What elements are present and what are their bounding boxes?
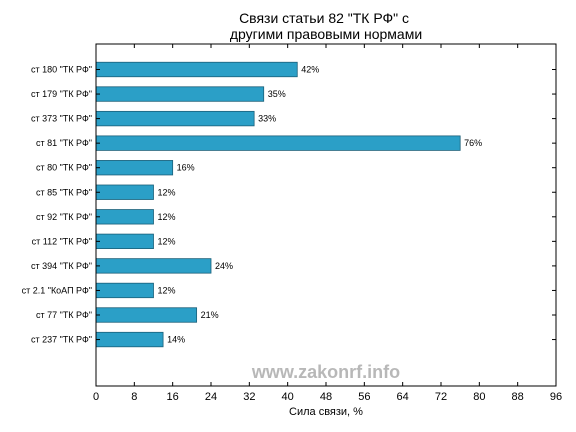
bar	[95, 331, 164, 348]
x-tick-label: 64	[397, 391, 409, 403]
y-tick-label: ст 80 "ТК РФ"	[36, 163, 92, 173]
y-tick-label: ст 81 "ТК РФ"	[36, 138, 92, 148]
y-tick-label: ст 237 "ТК РФ"	[31, 335, 92, 345]
x-tick-label: 56	[358, 391, 370, 403]
y-tick-marks	[96, 69, 556, 341]
x-tick-label: 32	[243, 391, 255, 403]
bars-layer	[95, 61, 461, 348]
chart-title: Связи статьи 82 "ТК РФ" с другими правов…	[230, 10, 422, 42]
y-tick-label: ст 77 "ТК РФ"	[36, 310, 92, 320]
data-label: 35%	[268, 89, 286, 99]
x-tick-label: 96	[550, 391, 562, 403]
data-label: 33%	[258, 114, 276, 124]
bar	[95, 258, 212, 274]
x-axis-label: Сила связи, %	[289, 406, 363, 418]
bar	[95, 233, 154, 250]
data-label: 12%	[158, 187, 176, 197]
x-tick-label: 40	[282, 391, 294, 403]
data-label: 21%	[201, 310, 219, 320]
x-ticks: 0 8 16 24 32 40 48 56 64 72 80 88 96	[93, 44, 562, 403]
data-label: 12%	[158, 212, 176, 222]
y-tick-label: ст 180 "ТК РФ"	[31, 65, 92, 75]
y-tick-label: ст 394 "ТК РФ"	[31, 261, 92, 271]
bar	[95, 307, 198, 323]
bar	[95, 86, 265, 102]
chart-title-line-2: другими правовыми нормами	[230, 26, 422, 42]
data-label: 12%	[158, 236, 176, 246]
y-tick-labels: ст 180 "ТК РФ" ст 179 "ТК РФ" ст 373 "ТК Р…	[22, 65, 92, 345]
bar	[95, 61, 298, 78]
data-label: 16%	[177, 163, 195, 173]
x-tick-label: 16	[167, 391, 179, 403]
y-tick-label: ст 179 "ТК РФ"	[31, 89, 92, 99]
bar	[95, 184, 154, 200]
watermark: www.zakonrf.info	[251, 362, 400, 382]
bar	[95, 209, 154, 225]
bar	[95, 110, 255, 127]
x-tick-label: 72	[435, 391, 447, 403]
y-tick-label: ст 112 "ТК РФ"	[32, 236, 92, 246]
chart-title-line-1: Связи статьи 82 "ТК РФ" с	[239, 10, 409, 26]
x-tick-label: 80	[473, 391, 485, 403]
bar	[95, 282, 154, 299]
data-label: 76%	[464, 138, 482, 148]
x-tick-label: 0	[93, 391, 99, 403]
x-tick-label: 88	[512, 391, 524, 403]
x-tick-label: 24	[205, 391, 217, 403]
bar	[95, 160, 174, 176]
data-label: 24%	[215, 261, 233, 271]
data-label: 14%	[167, 335, 185, 345]
y-tick-label: ст 2.1 "КоАП РФ"	[22, 285, 92, 295]
x-tick-label: 8	[131, 391, 137, 403]
data-label: 42%	[301, 65, 319, 75]
data-label: 12%	[158, 285, 176, 295]
y-tick-label: ст 92 "ТК РФ"	[36, 212, 92, 222]
bar	[95, 135, 461, 151]
x-tick-label: 48	[320, 391, 332, 403]
data-labels: 42% 35% 33% 76% 16% 12% 12% 12% 24% 12% 21% 14%	[158, 65, 483, 345]
y-tick-label: ст 85 "ТК РФ"	[36, 187, 92, 197]
y-tick-label: ст 373 "ТК РФ"	[31, 114, 92, 124]
